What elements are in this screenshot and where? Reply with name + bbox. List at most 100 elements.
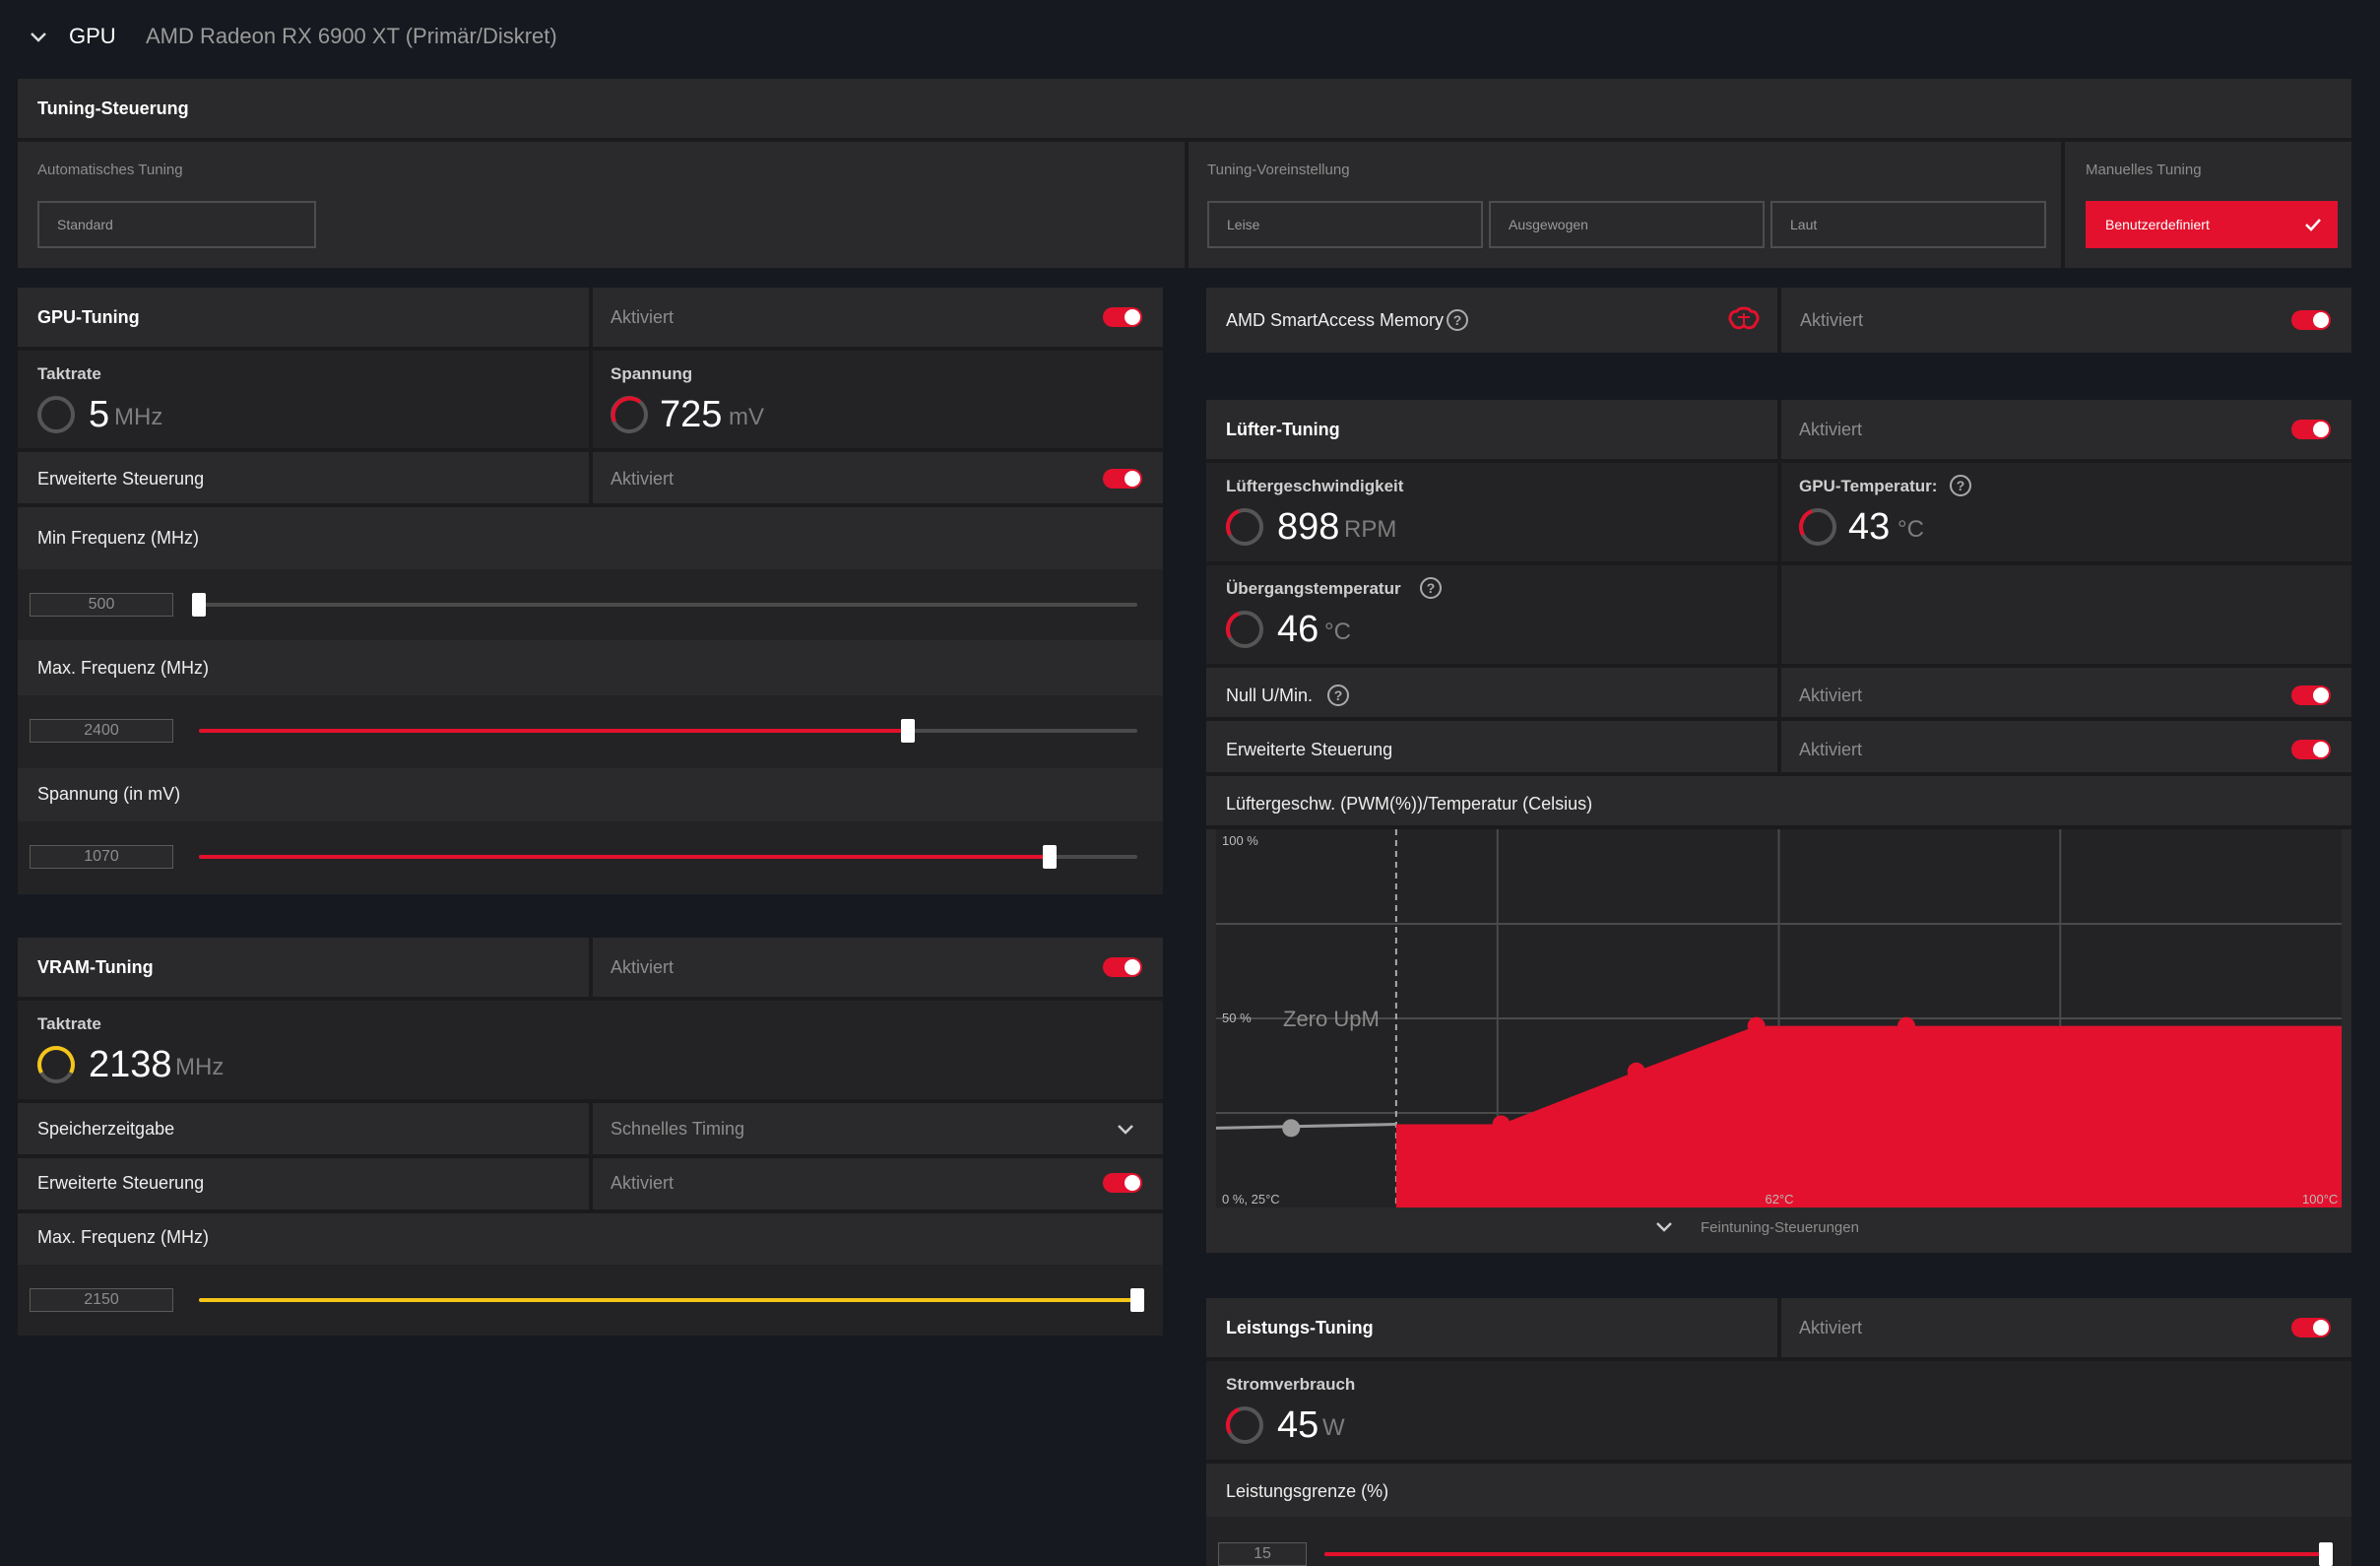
gpu-advanced-label: Erweiterte Steuerung [37,469,205,489]
vram-advanced-label: Erweiterte Steuerung [37,1173,205,1193]
gpu-temp-gauge-icon [1799,508,1836,546]
sam-panel: AMD SmartAccess Memory ? Aktiviert [1206,288,2351,353]
junction-gauge-icon [1226,611,1263,648]
zero-rpm-toggle[interactable] [2291,685,2331,705]
auto-tuning-standard-button[interactable]: Standard [37,201,316,248]
chevron-down-icon[interactable] [1654,1218,1674,1234]
vram-clock-gauge-icon [37,1046,75,1083]
chevron-down-icon[interactable] [1116,1121,1135,1137]
min-freq-input[interactable]: 500 [30,593,173,617]
sam-help-icon[interactable]: ? [1447,309,1468,331]
fan-tuning-toggle[interactable] [2291,420,2331,439]
power-tuning-title: Leistungs-Tuning [1226,1318,1374,1338]
power-tuning-panel: Leistungs-Tuning Aktiviert Stromverbrauc… [1206,1298,2351,1566]
vram-max-freq-input[interactable]: 2150 [30,1288,173,1312]
max-freq-slider-handle[interactable] [900,719,915,743]
voltage-slider-handle[interactable] [1043,845,1058,869]
power-draw-unit: W [1322,1414,1345,1441]
gpu-voltage-label: Spannung [611,364,693,383]
max-freq-slider[interactable] [199,719,1137,743]
memory-timing-label: Speicherzeitgabe [37,1119,175,1139]
gpu-temp-help-icon[interactable]: ? [1950,475,1971,496]
gpu-advanced-toggle[interactable] [1103,469,1142,489]
gpu-voltage-cell [593,351,1163,448]
power-limit-slider-handle[interactable] [2319,1542,2333,1566]
gpu-clock-gauge-icon [37,396,75,433]
vram-max-freq-slider-handle[interactable] [1130,1288,1144,1312]
fan-curve-inactive-segment [1216,1123,1396,1130]
tuning-control-title: Tuning-Steuerung [37,98,189,118]
fan-curve-point-4 [1898,1016,1916,1035]
vram-max-freq-slider[interactable] [199,1288,1144,1312]
fan-curve-point-3 [1747,1016,1766,1035]
brain-icon [1728,306,1760,330]
gpu-temp-unit: °C [1898,516,1924,543]
fan-curve-point-1 [1492,1115,1511,1134]
vram-advanced-status: Aktiviert [611,1173,675,1193]
gpu-advanced-status: Aktiviert [611,469,675,489]
x-tick-62: 62°C [1766,1192,1794,1207]
max-freq-input[interactable]: 2400 [30,719,173,743]
manual-custom-label: Benutzerdefiniert [2105,217,2210,232]
vram-clock-value: 2138 [89,1044,172,1085]
manual-tuning-label: Manuelles Tuning [2086,162,2202,178]
vram-tuning-status: Aktiviert [611,957,675,977]
gpu-temp-value: 43 [1848,506,1891,548]
tuning-control-panel: Tuning-Steuerung Automatisches Tuning St… [18,79,2351,268]
memory-timing-dropdown[interactable]: Schnelles Timing [611,1119,745,1139]
min-freq-slider[interactable] [192,593,1137,617]
vram-tuning-toggle[interactable] [1103,957,1142,977]
fan-curve-chart[interactable]: 100 % 50 % 0 %, 25°C 62°C 100°C Zero UpM [1216,829,2342,1207]
power-draw-label: Stromverbrauch [1226,1375,1356,1394]
manual-custom-button[interactable]: Benutzerdefiniert [2086,201,2338,248]
max-freq-label: Max. Frequenz (MHz) [37,658,210,678]
tuning-preset-label: Tuning-Voreinstellung [1207,162,1350,178]
fine-tuning-link[interactable]: Feintuning-Steuerungen [1701,1219,1859,1236]
min-freq-slider-handle[interactable] [192,593,206,617]
sam-status: Aktiviert [1800,310,1864,330]
junction-help-icon[interactable]: ? [1420,577,1442,599]
fan-curve-area [1395,1025,2342,1207]
sam-label: AMD SmartAccess Memory [1226,310,1445,330]
voltage-input[interactable]: 1070 [30,845,173,869]
junction-temp-unit: °C [1324,619,1351,645]
power-limit-input[interactable]: 15 [1218,1542,1307,1566]
fan-curve-title: Lüftergeschw. (PWM(%))/Temperatur (Celsi… [1226,794,1593,814]
device-name: AMD Radeon RX 6900 XT (Primär/Diskret) [146,24,557,48]
y-tick-50: 50 % [1222,1011,1252,1025]
min-freq-label: Min Frequenz (MHz) [37,528,200,548]
gpu-clock-cell [18,351,589,448]
fan-advanced-status: Aktiviert [1799,740,1863,759]
fan-tuning-panel: Lüfter-Tuning Aktiviert Lüftergeschwindi… [1206,400,2351,1253]
fan-curve-point-2 [1627,1062,1645,1080]
gpu-voltage-gauge-icon [611,396,648,433]
power-limit-slider[interactable] [1324,1542,2333,1566]
preset-loud-button[interactable]: Laut [1770,201,2046,248]
fan-advanced-toggle[interactable] [2291,740,2331,759]
gpu-voltage-unit: mV [729,404,764,430]
vram-clock-unit: MHz [175,1054,225,1080]
vram-tuning-panel: VRAM-Tuning Aktiviert Taktrate 2138 MHz … [18,938,1163,1336]
collapse-chevron-icon[interactable] [28,26,49,47]
gpu-tuning-toggle[interactable] [1103,307,1142,327]
power-limit-label: Leistungsgrenze (%) [1226,1481,1389,1501]
y-tick-0: 0 %, 25°C [1222,1192,1280,1207]
fan-tuning-status: Aktiviert [1799,420,1863,439]
sam-toggle[interactable] [2291,310,2331,330]
voltage-slider-label: Spannung (in mV) [37,784,181,804]
vram-advanced-toggle[interactable] [1103,1173,1142,1193]
fan-speed-gauge-icon [1226,508,1263,546]
power-tuning-toggle[interactable] [2291,1318,2331,1338]
fan-curve-point-0 [1282,1119,1301,1138]
preset-balanced-button[interactable]: Ausgewogen [1489,201,1765,248]
fan-advanced-label: Erweiterte Steuerung [1226,740,1393,759]
gpu-clock-value: 5 [89,394,110,435]
vram-max-freq-label: Max. Frequenz (MHz) [37,1227,210,1247]
voltage-slider[interactable] [199,845,1137,869]
auto-tuning-label: Automatisches Tuning [37,162,183,178]
fan-tuning-title: Lüfter-Tuning [1226,420,1340,439]
zero-rpm-help-icon[interactable]: ? [1327,685,1349,706]
preset-quiet-button[interactable]: Leise [1207,201,1483,248]
fan-speed-unit: RPM [1344,516,1397,543]
gpu-tuning-status: Aktiviert [611,307,675,327]
